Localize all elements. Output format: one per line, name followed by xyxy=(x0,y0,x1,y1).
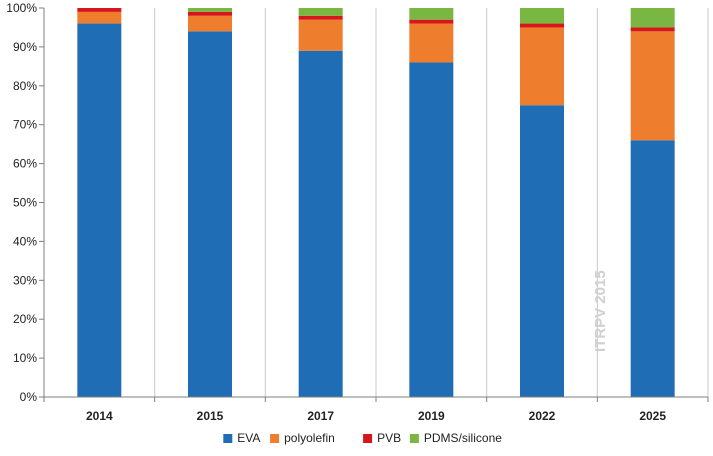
y-tick-label: 100% xyxy=(6,1,37,15)
bar-segment-pdms-silicone-2017 xyxy=(298,8,343,16)
bar-segment-eva-2014 xyxy=(77,23,122,398)
bar-segment-polyolefin-2022 xyxy=(520,27,564,106)
bar-segment-pvb-2015 xyxy=(188,11,232,16)
bars xyxy=(77,8,675,398)
legend-swatch-pdms-silicone xyxy=(409,434,419,443)
x-category-label: 2014 xyxy=(86,409,113,423)
bar-segment-eva-2025 xyxy=(630,140,675,397)
bar-segment-pvb-2014 xyxy=(77,8,122,12)
bar-segment-pvb-2022 xyxy=(520,23,564,28)
legend-swatch-pvb xyxy=(363,434,373,443)
bar-segment-pdms-silicone-2025 xyxy=(630,8,675,28)
x-category-label: 2015 xyxy=(197,409,224,423)
legend-label-eva: EVA xyxy=(237,431,260,445)
y-tick-label: 60% xyxy=(13,157,37,171)
y-tick-label: 40% xyxy=(13,234,37,248)
bar-segment-eva-2022 xyxy=(520,105,564,397)
bar-segment-polyolefin-2015 xyxy=(188,15,232,32)
bar-segment-pdms-silicone-2022 xyxy=(520,8,564,24)
bar-segment-pdms-silicone-2019 xyxy=(409,8,454,20)
bar-segment-pdms-silicone-2015 xyxy=(188,8,232,12)
legend: EVA polyolefin PVB PDMS/silicone xyxy=(223,431,502,445)
watermark-text: ITRPV 2015 xyxy=(592,270,609,352)
legend-label-pvb: PVB xyxy=(377,431,401,445)
y-tick-label: 80% xyxy=(13,79,37,93)
x-axis-category-labels: 2014 2015 2017 2019 2022 2025 xyxy=(86,409,666,423)
watermark: ITRPV 2015 xyxy=(592,270,609,352)
legend-swatch-polyolefin xyxy=(270,434,280,443)
bar-segment-polyolefin-2014 xyxy=(77,11,122,24)
bar-segment-pvb-2019 xyxy=(409,19,454,24)
y-tick-label: 30% xyxy=(13,273,37,287)
bar-segment-polyolefin-2017 xyxy=(298,19,343,51)
legend-swatch-eva xyxy=(223,434,233,443)
grid-lines xyxy=(154,8,709,397)
y-axis-tick-labels: 0% 10% 20% 30% 40% 50% 60% 70% 80% 90% 100% xyxy=(6,1,37,404)
legend-label-pdms-silicone: PDMS/silicone xyxy=(424,431,502,445)
bar-segment-eva-2015 xyxy=(188,31,232,398)
y-tick-label: 10% xyxy=(13,351,37,365)
axes xyxy=(39,7,709,402)
x-category-label: 2022 xyxy=(529,409,556,423)
x-category-label: 2025 xyxy=(639,409,666,423)
bar-segment-eva-2017 xyxy=(298,50,343,397)
legend-label-polyolefin: polyolefin xyxy=(284,431,335,445)
bar-segment-polyolefin-2025 xyxy=(630,31,675,141)
bar-segment-pvb-2025 xyxy=(630,27,675,32)
bar-segment-pvb-2017 xyxy=(298,15,343,20)
y-tick-label: 70% xyxy=(13,118,37,132)
x-category-label: 2017 xyxy=(307,409,334,423)
x-category-label: 2019 xyxy=(418,409,445,423)
y-tick-label: 50% xyxy=(13,196,37,210)
y-tick-label: 20% xyxy=(13,312,37,326)
y-tick-label: 0% xyxy=(20,390,38,404)
bar-segment-eva-2019 xyxy=(409,62,454,398)
bar-segment-polyolefin-2019 xyxy=(409,23,454,63)
y-tick-label: 90% xyxy=(13,40,37,54)
